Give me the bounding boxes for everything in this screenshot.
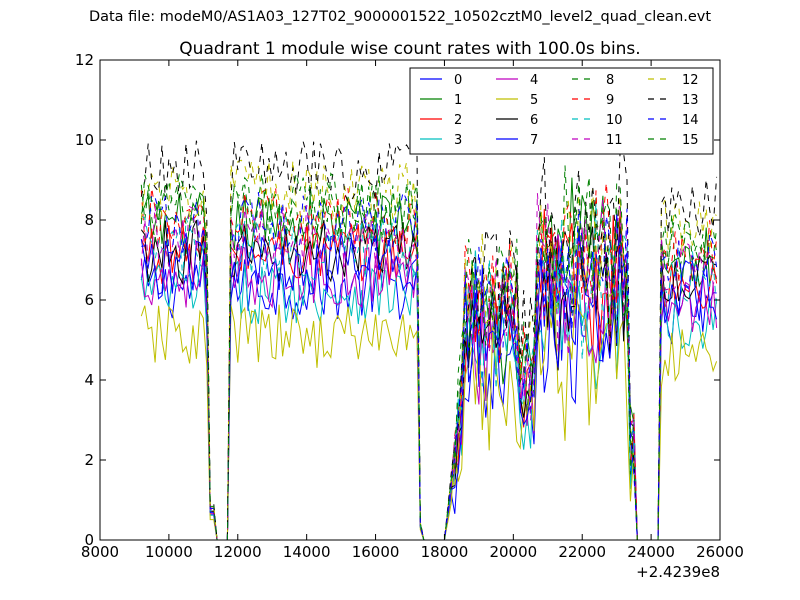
legend-label-7: 7 [530, 133, 538, 148]
legend-label-0: 0 [454, 73, 462, 88]
legend-label-6: 6 [530, 113, 538, 128]
y-tick-label: 8 [84, 211, 94, 229]
y-tick-label: 12 [75, 51, 94, 69]
series-line-10 [141, 203, 718, 541]
y-tick-label: 10 [75, 131, 94, 149]
legend-label-2: 2 [454, 113, 462, 128]
x-tick-label: 26000 [696, 543, 744, 561]
legend-label-9: 9 [606, 93, 614, 108]
legend-label-3: 3 [454, 133, 462, 148]
y-tick-label: 2 [84, 451, 94, 469]
legend-box [409, 67, 714, 155]
x-tick-label: 8000 [81, 543, 119, 561]
chart-title: Quadrant 1 module wise count rates with … [179, 39, 640, 59]
legend-label-1: 1 [454, 93, 462, 108]
x-tick-label: 20000 [489, 543, 537, 561]
legend-label-10: 10 [606, 113, 623, 128]
legend-label-14: 14 [682, 113, 699, 128]
y-tick-label: 0 [84, 531, 94, 549]
x-tick-label: 24000 [627, 543, 675, 561]
x-tick-label: 12000 [214, 543, 262, 561]
legend-label-5: 5 [530, 93, 538, 108]
y-tick-label: 6 [84, 291, 94, 309]
x-tick-label: 14000 [283, 543, 331, 561]
series-line-15 [140, 165, 718, 541]
axes: 8000 10000 12000 14000 16000 18000 20000 22000 2… [75, 51, 744, 561]
figure-suptitle: Data file: modeM0/AS1A03_127T02_90000015… [88, 9, 712, 25]
x-tick-label: 18000 [421, 543, 469, 561]
legend-label-13: 13 [682, 93, 699, 108]
legend-label-15: 15 [682, 133, 699, 148]
legend-label-4: 4 [530, 73, 538, 88]
x-offset-label: +2.4239e8 [636, 563, 720, 581]
plot-lines [140, 139, 718, 541]
y-tick-label: 4 [84, 371, 94, 389]
legend-label-8: 8 [606, 73, 614, 88]
x-tick-label: 16000 [352, 543, 400, 561]
legend-label-12: 12 [682, 73, 699, 88]
x-tick-label: 10000 [145, 543, 193, 561]
x-tick-label: 22000 [558, 543, 606, 561]
legend-label-11: 11 [606, 133, 623, 148]
